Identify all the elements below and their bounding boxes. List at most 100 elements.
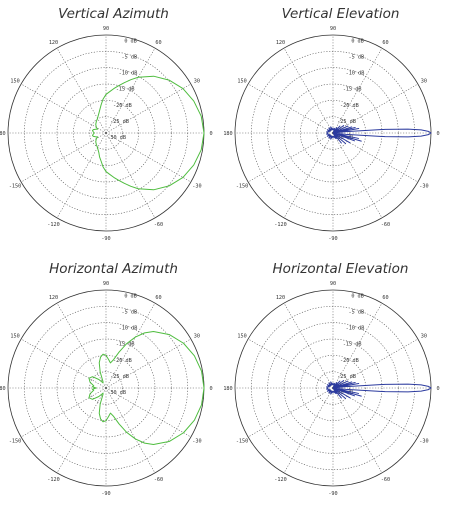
- grid-spoke: [332, 83, 419, 134]
- angle-tick-label: -60: [381, 222, 390, 228]
- angle-tick-label: -30: [419, 184, 428, 190]
- radial-tick-label: 0 dB: [351, 293, 364, 299]
- radial-tick-label: -30 dB: [334, 390, 353, 396]
- angle-tick-label: 60: [382, 295, 388, 301]
- angle-tick-label: 150: [10, 79, 19, 85]
- angle-tick-label: -90: [328, 491, 337, 497]
- angle-tick-label: 150: [237, 79, 246, 85]
- angle-tick-label: 180: [0, 386, 6, 392]
- radial-tick-label: 0 dB: [351, 38, 364, 44]
- grid-spoke: [105, 47, 156, 134]
- radial-tick-label: -30 dB: [107, 135, 126, 141]
- radial-tick-label: -20 dB: [113, 103, 132, 109]
- angle-tick-label: -60: [154, 222, 163, 228]
- grid-ring: [300, 355, 366, 421]
- polar-plot: 0 30 60 90 120 150 180 -150 -120 -90 -60 -30 0 dB -5 …: [223, 26, 439, 242]
- angle-tick-label: -150: [9, 184, 22, 190]
- chart-title: Horizontal Elevation: [272, 261, 409, 277]
- chart-title: Horizontal Azimuth: [49, 261, 178, 277]
- grid-spoke: [332, 387, 419, 438]
- angle-tick-label: 0: [209, 386, 212, 392]
- angle-tick-label: 60: [382, 40, 388, 46]
- grid-spoke: [105, 338, 192, 389]
- radial-tick-label: -30 dB: [334, 135, 353, 141]
- radial-tick-label: -10 dB: [119, 71, 138, 77]
- chart-title: Vertical Azimuth: [58, 6, 169, 22]
- radial-tick-label: -10 dB: [119, 326, 138, 332]
- angle-tick-label: -30: [192, 184, 201, 190]
- grid-spoke: [283, 132, 334, 219]
- grid-ring: [300, 100, 366, 166]
- angle-tick-label: 0: [209, 131, 212, 137]
- grid-ring: [316, 116, 350, 150]
- angle-tick-label: -30: [419, 439, 428, 445]
- radial-tick-label: -30 dB: [107, 390, 126, 396]
- grid-ring: [89, 371, 123, 405]
- grid-spoke: [283, 302, 334, 389]
- angle-tick-label: 150: [10, 334, 19, 340]
- angle-tick-label: -150: [236, 439, 249, 445]
- radial-tick-label: -15 dB: [343, 342, 362, 348]
- grid-spoke: [247, 387, 334, 438]
- angle-tick-label: 180: [0, 131, 6, 137]
- radial-tick-label: -25 dB: [337, 119, 356, 125]
- angle-tick-label: 90: [330, 281, 336, 287]
- grid-spoke: [56, 132, 107, 219]
- polar-grid: 0 30 60 90 120 150 180 -150 -120 -90 -60 -30 0 dB -5 …: [223, 26, 439, 242]
- angle-tick-label: 90: [103, 281, 109, 287]
- radial-tick-label: -20 dB: [340, 103, 359, 109]
- angle-tick-label: -150: [9, 439, 22, 445]
- grid-spoke: [247, 83, 334, 134]
- angle-tick-label: 0: [436, 386, 439, 392]
- grid-spoke: [20, 83, 107, 134]
- grid-spoke: [332, 47, 383, 134]
- grid-spoke: [20, 387, 107, 438]
- radial-tick-label: 0 dB: [124, 293, 137, 299]
- radial-tick-label: -25 dB: [110, 374, 129, 380]
- radial-tick-label: -15 dB: [343, 87, 362, 93]
- angle-tick-label: -60: [154, 477, 163, 483]
- radial-tick-label: -5 dB: [121, 310, 137, 316]
- grid-ring: [56, 83, 156, 183]
- angle-tick-label: 30: [421, 79, 427, 85]
- angle-tick-label: 60: [155, 295, 161, 301]
- angle-tick-label: 90: [103, 26, 109, 32]
- angle-tick-label: 30: [421, 334, 427, 340]
- polar-plot: 0 30 60 90 120 150 180 -150 -120 -90 -60 -30 0 dB -5 …: [0, 281, 213, 497]
- grid-spoke: [105, 132, 156, 219]
- angle-tick-label: 30: [194, 79, 200, 85]
- angle-tick-label: 150: [237, 334, 246, 340]
- grid-ring: [73, 100, 139, 166]
- angle-tick-label: 30: [194, 334, 200, 340]
- polar-grid: 0 30 60 90 120 150 180 -150 -120 -90 -60 -30 0 dB -5 …: [0, 281, 213, 497]
- angle-tick-label: -120: [47, 477, 60, 483]
- grid-spoke: [332, 302, 383, 389]
- grid-ring: [316, 371, 350, 405]
- grid-spoke: [105, 132, 192, 183]
- grid-spoke: [105, 83, 192, 134]
- radial-tick-label: -20 dB: [113, 358, 132, 364]
- grid-spoke: [105, 387, 192, 438]
- pattern-trace: [91, 75, 205, 191]
- angle-tick-label: 120: [49, 295, 58, 301]
- pattern-trace: [88, 330, 205, 446]
- grid-spoke: [20, 338, 107, 389]
- radial-tick-label: -10 dB: [346, 326, 365, 332]
- angle-tick-label: 0: [436, 131, 439, 137]
- pattern-trace: [326, 380, 432, 399]
- angle-tick-label: 180: [223, 131, 232, 137]
- angle-tick-label: -90: [328, 236, 337, 242]
- grid-spoke: [56, 387, 107, 474]
- angle-tick-label: 90: [330, 26, 336, 32]
- polar-chart-vertical-azimuth: Vertical Azimuth 0 30 60 90 120 150 180 -150 -12…: [0, 0, 227, 251]
- polar-grid: 0 30 60 90 120 150 180 -150 -120 -90 -60 -30 0 dB -5 …: [0, 26, 213, 242]
- angle-tick-label: 120: [49, 40, 58, 46]
- angle-tick-label: -90: [101, 236, 110, 242]
- angle-tick-label: -120: [274, 222, 287, 228]
- radial-tick-label: -15 dB: [116, 87, 135, 93]
- grid-spoke: [283, 387, 334, 474]
- angle-tick-label: -30: [192, 439, 201, 445]
- angle-tick-label: -150: [236, 184, 249, 190]
- angle-tick-label: -120: [274, 477, 287, 483]
- angle-tick-label: 120: [276, 295, 285, 301]
